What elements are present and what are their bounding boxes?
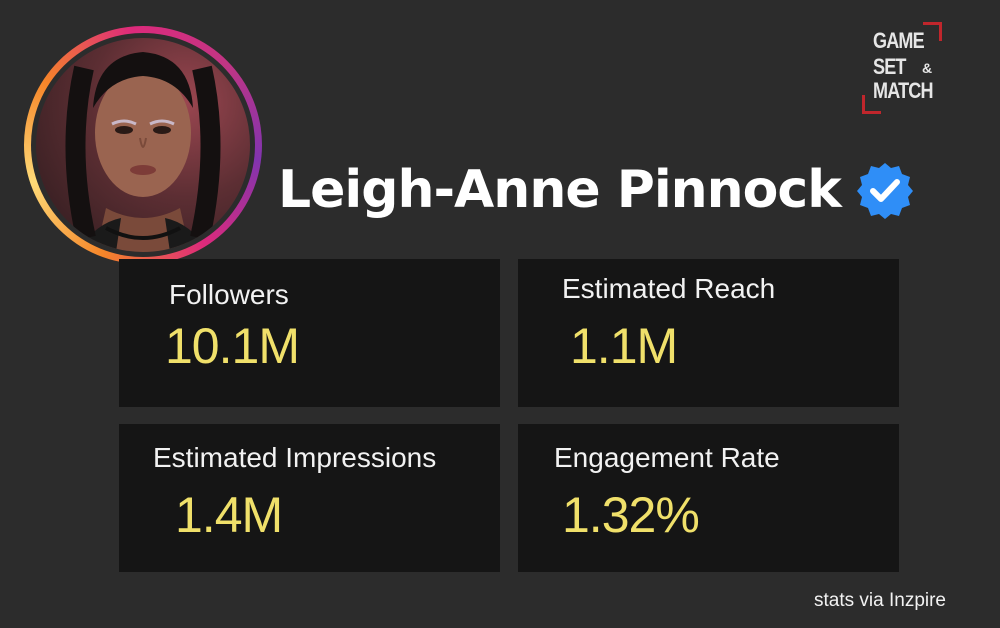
stat-value: 10.1M [165, 318, 300, 374]
stat-label: Estimated Reach [562, 273, 776, 304]
stat-label: Estimated Impressions [153, 442, 437, 473]
avatar-ring [24, 26, 262, 264]
logo-text-ampersand: & [922, 60, 933, 76]
stat-label: Engagement Rate [554, 442, 780, 473]
stat-card-estimated-reach: Estimated Reach 1.1M [518, 259, 899, 407]
logo-text-match: MATCH [873, 78, 934, 103]
stat-card-estimated-impressions: Estimated Impressions 1.4M [119, 424, 500, 572]
verified-badge-icon [856, 163, 913, 219]
stat-label: Followers [169, 279, 289, 310]
logo-text-game: GAME [873, 28, 925, 53]
avatar[interactable] [31, 33, 255, 257]
stat-value: 1.32% [562, 487, 700, 543]
logo-text-set: SET [873, 54, 906, 79]
stat-card-followers: Followers 10.1M [119, 259, 500, 407]
stat-value: 1.4M [175, 487, 283, 543]
source-credit: stats via Inzpire [814, 590, 946, 611]
logo-corner-top-right [923, 22, 942, 41]
profile-name: Leigh-Anne Pinnock [278, 160, 842, 220]
brand-logo: GAME SET & MATCH [862, 22, 942, 114]
stat-card-engagement-rate: Engagement Rate 1.32% [518, 424, 899, 572]
logo-corner-bottom-left [862, 95, 881, 114]
stat-value: 1.1M [570, 318, 678, 374]
profile-header: Leigh-Anne Pinnock [278, 150, 915, 230]
profile-photo [36, 38, 250, 252]
